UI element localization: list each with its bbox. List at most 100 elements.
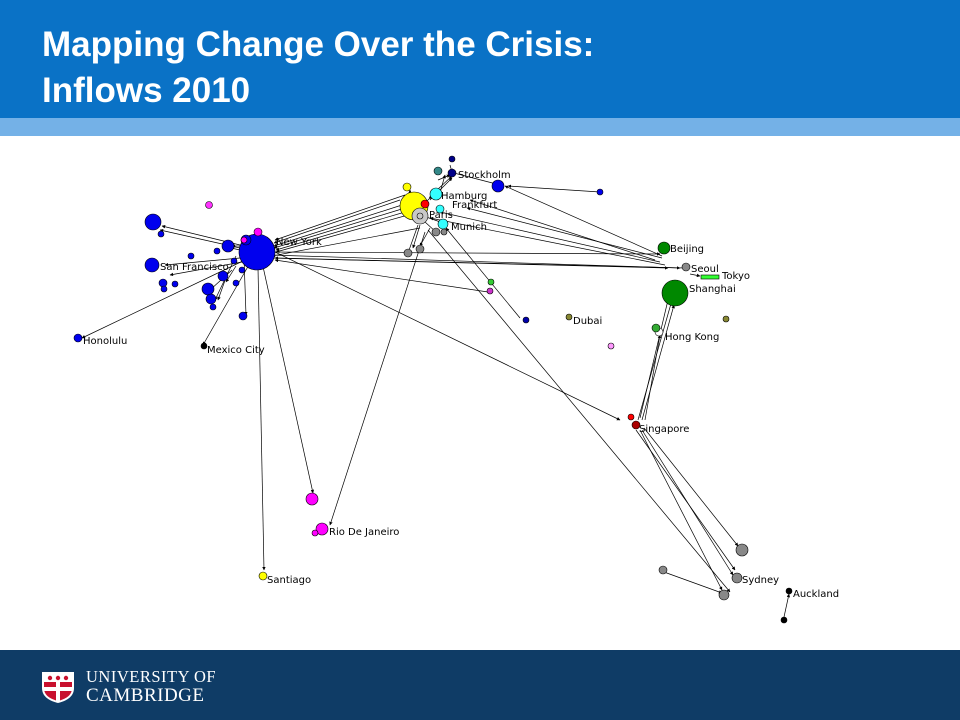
node-na-11 [213,247,221,255]
node-na-18 [157,230,165,238]
node-na-14 [187,252,195,260]
edge [635,429,736,571]
label-san-francisco: San Francisco [160,262,229,273]
node-na-2 [144,257,160,273]
label-rio-de-janeiro: Rio De Janeiro [329,527,399,538]
edge [783,593,791,618]
edge [504,185,663,257]
network-diagram: New York San Francisco Honolulu Mexico C… [73,155,839,624]
node-shanghai [661,279,689,307]
edge [689,273,701,278]
node-na-16 [209,303,217,311]
node-na-13 [232,279,240,287]
node-europe-gray-1 [403,248,413,258]
node-singapore [631,420,641,430]
node-stockholm [447,168,457,178]
node-na-magenta-1 [205,201,213,209]
header-stripe [0,118,960,136]
node-europe-gray-3 [431,227,441,237]
nodes [73,155,793,624]
edge [419,227,431,247]
node-na-6 [205,293,217,305]
label-mexico-city: Mexico City [207,345,265,356]
edge [329,231,426,526]
node-europe-blue-3 [522,316,530,324]
node-paris-core [416,212,424,220]
node-sa-magenta [305,492,319,506]
node-hamburg [429,187,443,201]
node-auckland [785,587,793,595]
node-na-9 [160,285,168,293]
node-europe-navy [448,155,456,163]
node-mexico-city [200,342,208,350]
node-na-12 [230,257,238,265]
slide-title-line-1: Mapping Change Over the Crisis: [42,25,595,64]
node-na-5 [201,282,215,296]
edge [243,257,248,316]
university-wordmark: UNIVERSITY OF CAMBRIDGE [86,667,216,705]
edge [639,299,669,419]
edge [639,429,723,591]
node-asia-olive [722,315,730,323]
node-oceania-gray-3 [718,589,730,601]
edge [257,267,266,571]
node-europe-blue-1 [491,179,505,193]
edge [273,199,401,244]
node-na-magenta-2 [253,227,263,237]
wordmark-line-2: CAMBRIDGE [86,685,205,706]
node-na-1 [144,213,162,231]
label-sydney: Sydney [742,575,779,586]
node-hong-kong-green [651,323,661,333]
node-tokyo [700,274,720,280]
edge [641,304,675,421]
node-na-magenta-3 [240,236,248,244]
edge [275,214,409,253]
edge [643,427,739,547]
node-rio-small [311,529,319,537]
node-europe-yellow-small [402,182,412,192]
node-na-17 [238,266,246,274]
slide-header: Mapping Change Over the Crisis: Inflows … [0,0,960,118]
edge [81,259,246,339]
slide-title: Mapping Change Over the Crisis: Inflows … [42,22,594,114]
edge [274,251,621,421]
node-dubai [565,313,573,321]
node-beijing [657,241,671,255]
node-oceania-gray-1 [735,543,749,557]
label-frankfurt: Frankfurt [452,200,497,211]
node-europe-cyan-1 [435,204,445,214]
edge [427,229,731,593]
node-auckland-2 [780,616,788,624]
edge [202,262,251,346]
wordmark-line-1: UNIVERSITY OF [86,667,217,686]
edge [644,334,662,421]
label-new-york: New York [276,237,322,248]
node-frankfurt [420,199,430,209]
edge [412,224,421,249]
edge [164,257,241,267]
edge [274,194,406,241]
node-asia-pink [607,342,615,350]
label-dubai: Dubai [573,316,602,327]
node-na-3 [221,239,235,253]
node-europe-gray-2 [415,244,425,254]
node-singapore-red [627,413,635,421]
edge [637,299,673,421]
slide-footer: UNIVERSITY OF CAMBRIDGE [0,650,960,720]
node-na-8 [158,278,168,288]
university-crest-icon [42,672,74,703]
edge [436,175,453,191]
node-na-10 [238,311,248,321]
node-na-7 [217,270,229,282]
edge [466,207,663,259]
edge [225,265,237,283]
edge [267,251,661,256]
node-santiago [258,571,268,581]
node-europe-gray-4 [440,228,448,236]
edge [273,204,403,247]
label-singapore: Singapore [639,424,689,435]
label-santiago: Santiago [267,575,311,586]
label-honolulu: Honolulu [83,336,127,347]
edge [469,199,656,261]
edge [439,210,661,263]
